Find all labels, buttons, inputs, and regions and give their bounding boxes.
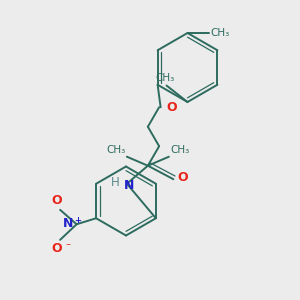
Text: N: N	[63, 217, 74, 230]
Text: O: O	[52, 194, 62, 208]
Text: H: H	[111, 176, 120, 189]
Text: N: N	[124, 179, 134, 192]
Text: +: +	[75, 215, 82, 224]
Text: CH₃: CH₃	[211, 28, 230, 38]
Text: O: O	[166, 101, 177, 114]
Text: CH₃: CH₃	[170, 145, 190, 155]
Text: O: O	[178, 171, 188, 184]
Text: CH₃: CH₃	[155, 73, 175, 83]
Text: O: O	[52, 242, 62, 255]
Text: ⁻: ⁻	[65, 242, 70, 252]
Text: CH₃: CH₃	[106, 145, 125, 155]
